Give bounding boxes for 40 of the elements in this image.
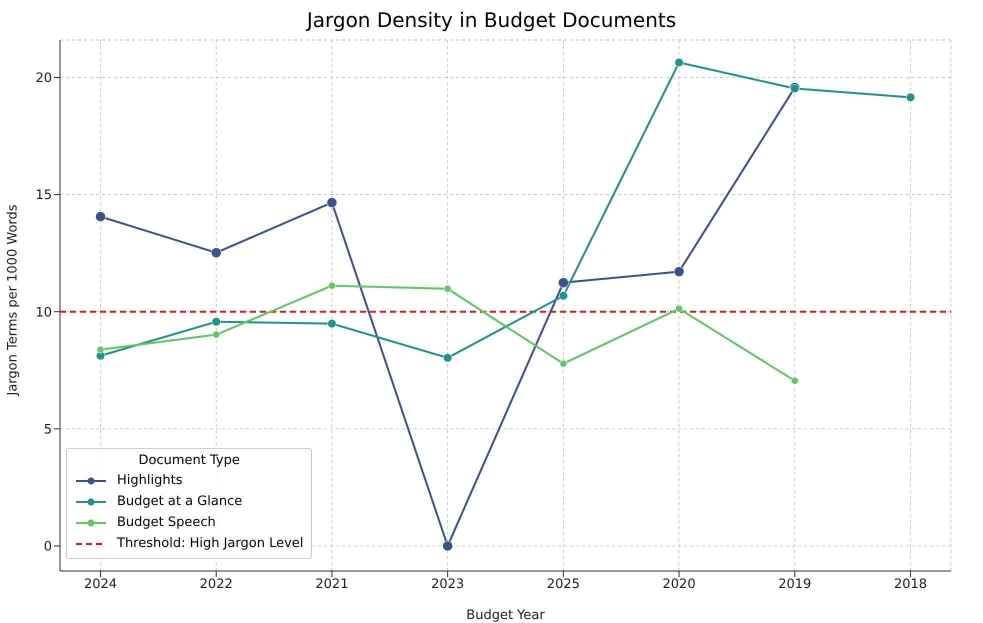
point (674, 266, 684, 277)
point (444, 285, 452, 293)
point (326, 197, 338, 208)
point (560, 360, 568, 368)
point (674, 58, 684, 67)
legend-label: Threshold: High Jargon Level (117, 536, 304, 551)
y-tick-label: 10 (35, 305, 52, 320)
point (675, 304, 683, 312)
x-tick-label: 2019 (778, 577, 812, 592)
x-tick-label: 2018 (894, 577, 928, 592)
point (95, 211, 106, 222)
y-tick-label: 0 (44, 540, 52, 555)
point (96, 346, 104, 354)
legend-title: Document Type (138, 453, 241, 468)
point (791, 377, 799, 385)
legend-label: Budget at a Glance (117, 494, 242, 509)
y-tick-label: 5 (44, 422, 52, 438)
x-tick-label: 2025 (546, 577, 580, 592)
x-axis-title: Budget Year (466, 608, 546, 623)
legend-label: Highlights (117, 473, 182, 488)
point (558, 291, 568, 300)
legend-label: Budget Speech (117, 515, 216, 530)
x-tick-label: 2023 (431, 577, 464, 592)
x-tick-label: 2022 (200, 577, 233, 592)
y-tick-label: 15 (35, 188, 52, 204)
point (210, 247, 222, 258)
y-axis-title: Jargon Terms per 1000 Words (6, 204, 21, 396)
point (328, 282, 336, 290)
chart-title: Jargon Density in Budget Documents (304, 8, 678, 32)
x-tick-label: 2020 (662, 577, 696, 592)
point (558, 277, 569, 288)
x-tick-label: 2021 (315, 577, 348, 592)
x-tick-label: 2024 (84, 577, 118, 592)
point (442, 540, 453, 552)
point (212, 330, 220, 338)
point (212, 317, 221, 326)
point (443, 353, 452, 362)
point (906, 92, 915, 102)
y-tick-label: 20 (35, 71, 52, 86)
point (327, 319, 336, 328)
